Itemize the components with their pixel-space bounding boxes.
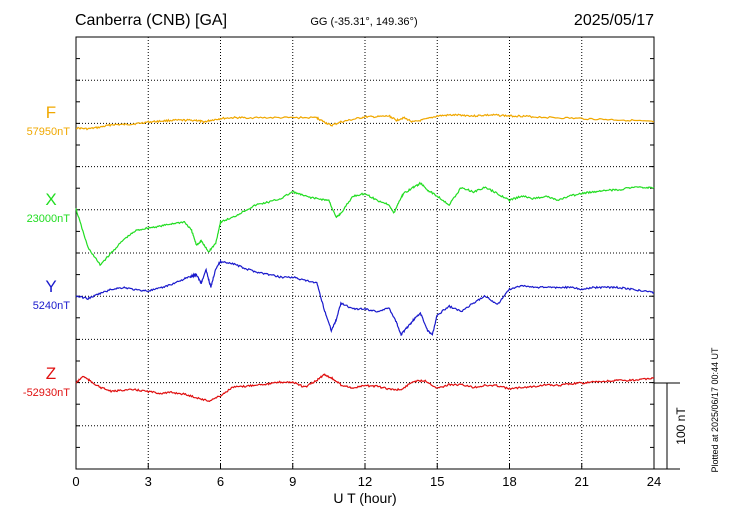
series-baseline-x: 23000nT [27, 213, 71, 225]
series-baseline-f: 57950nT [27, 126, 71, 138]
series-baseline-z: -52930nT [23, 387, 70, 399]
series-line-y [75, 259, 655, 337]
x-tick-label: 24 [647, 474, 661, 489]
x-tick-label: 15 [430, 474, 444, 489]
x-tick-label: 18 [502, 474, 516, 489]
x-tick-label: 6 [217, 474, 224, 489]
series-name-y: Y [45, 277, 56, 296]
plotted-note: Plotted at 2025/06/17 00:44 UT [710, 347, 720, 473]
x-axis-ticks: 0 3 6 9 12 15 18 21 24 [72, 463, 661, 489]
series-baseline-y: 5240nT [33, 300, 71, 312]
series-line-z [75, 373, 655, 403]
series-line-f [75, 113, 655, 131]
series-name-x: X [45, 190, 56, 209]
scale-bar: 100 nT [654, 382, 688, 470]
x-tick-label: 9 [289, 474, 296, 489]
x-tick-label: 12 [358, 474, 372, 489]
chart-date: 2025/05/17 [574, 12, 654, 29]
station-coordinates: GG (-35.31°, 149.36°) [310, 16, 417, 28]
series-name-f: F [46, 103, 56, 122]
x-tick-label: 0 [72, 474, 79, 489]
station-title: Canberra (CNB) [GA] [75, 12, 227, 29]
x-tick-label: 3 [145, 474, 152, 489]
series-labels: F 57950nT X 23000nT Y 5240nT Z -52930nT [23, 103, 70, 399]
x-axis-title: U T (hour) [333, 490, 396, 506]
x-tick-label: 21 [575, 474, 589, 489]
series-name-z: Z [46, 364, 56, 383]
series-lines [75, 113, 655, 403]
grid [76, 36, 654, 470]
series-line-x [75, 181, 655, 267]
scale-bar-label: 100 nT [674, 407, 688, 445]
